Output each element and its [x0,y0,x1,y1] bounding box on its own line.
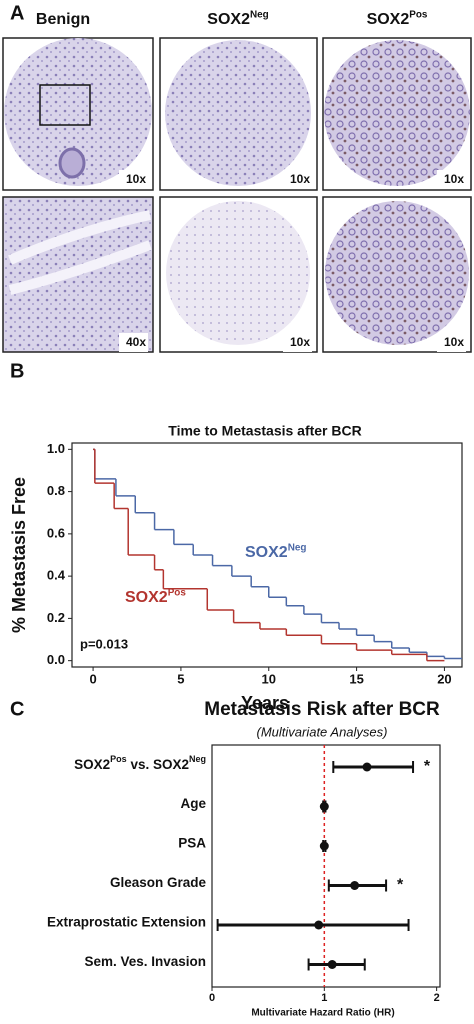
panel-b: Time to Metastasis after BCR 0.0 0.2 0.4 0.6… [9,423,463,713]
text-main: SOX2 [207,11,250,28]
category-label: Gleason Grade [110,875,207,890]
y-tick-label: 0.0 [47,652,65,667]
category-label: Extraprostatic Extension [47,915,206,930]
x-tick-label: 0 [89,671,96,686]
magnification-label: 10x [444,172,464,186]
chart-subtitle: (Multivariate Analyses) [256,724,387,739]
x-tick-label: 0 [209,992,215,1004]
y-axis-label: % Metastasis Free [9,477,29,633]
tissue-core [325,201,469,345]
panel-label: C [10,698,24,720]
tissue-detail [8,210,152,295]
label-bg [283,333,312,352]
chart-title: Metastasis Risk after BCR [204,699,440,720]
magnification-label: 40x [126,335,146,349]
zoom-box [39,84,91,126]
x-tick-label: 20 [437,671,451,686]
label-bg [437,333,466,352]
panel-c: Metastasis Risk after BCR (Multivariate A… [47,699,441,1019]
superscript: Neg [250,9,269,20]
text-main: vs. SOX2 [127,757,189,772]
panel-label: B [10,360,24,382]
x-tick-label: 5 [177,671,184,686]
y-tick-label: 1.0 [47,441,65,456]
tissue-core [165,40,311,186]
text-main: SOX2 [245,544,288,561]
column-title: Benign [36,11,90,28]
panel-label: A [10,2,24,24]
magnification-label: 10x [290,172,310,186]
tissue-core [4,38,152,186]
tissue-core [166,201,310,345]
x-tick-label: 1 [321,992,327,1004]
category-label: PSA [178,836,206,851]
point-estimate [319,802,329,811]
annotation: p=0.013 [80,636,128,651]
superscript: Neg [189,754,206,764]
series-label: SOX2Neg [245,542,306,561]
point-estimate [314,920,324,930]
tissue-core [324,40,470,186]
plot-frame [211,744,441,988]
category-label: Sem. Ves. Invasion [84,954,206,969]
x-axis-label: Multivariate Hazard Ratio (HR) [251,1008,394,1019]
point-estimate [362,762,372,772]
text-main: SOX2 [367,11,410,28]
superscript: Pos [110,754,127,764]
x-tick-label: 10 [262,671,276,686]
point-estimate [350,881,360,890]
label-bg [119,333,148,352]
significance-mark: * [424,758,431,775]
x-tick-label: 2 [434,992,440,1004]
tissue-detail [58,147,86,179]
category-label: Age [180,796,206,811]
micrographs [2,37,472,353]
point-estimate [319,841,329,851]
magnification-label: 10x [444,335,464,349]
superscript: Neg [288,542,307,553]
significance-mark: * [397,877,404,894]
series-label: SOX2Pos [125,587,186,606]
text-main: SOX2 [74,757,110,772]
magnification-label: 10x [126,172,146,186]
category-label: SOX2Pos vs. SOX2Neg [74,754,206,771]
plot-frame [71,442,463,668]
superscript: Pos [409,9,428,20]
column-title: SOX2Pos [367,9,428,28]
point-estimate [327,960,337,969]
x-tick-label: 15 [349,671,363,686]
label-bg [119,170,148,189]
label-bg [283,170,312,189]
y-tick-label: 0.2 [47,610,65,625]
chart-title: Time to Metastasis after BCR [168,423,361,439]
y-tick-label: 0.4 [47,568,66,583]
x-axis-label: Years [241,693,289,713]
column-title: SOX2Neg [207,9,268,28]
magnification-label: 10x [290,335,310,349]
text-main: SOX2 [125,589,168,606]
superscript: Pos [168,587,187,598]
label-bg [437,170,466,189]
y-tick-label: 0.6 [47,525,65,540]
y-tick-label: 0.8 [47,483,65,498]
